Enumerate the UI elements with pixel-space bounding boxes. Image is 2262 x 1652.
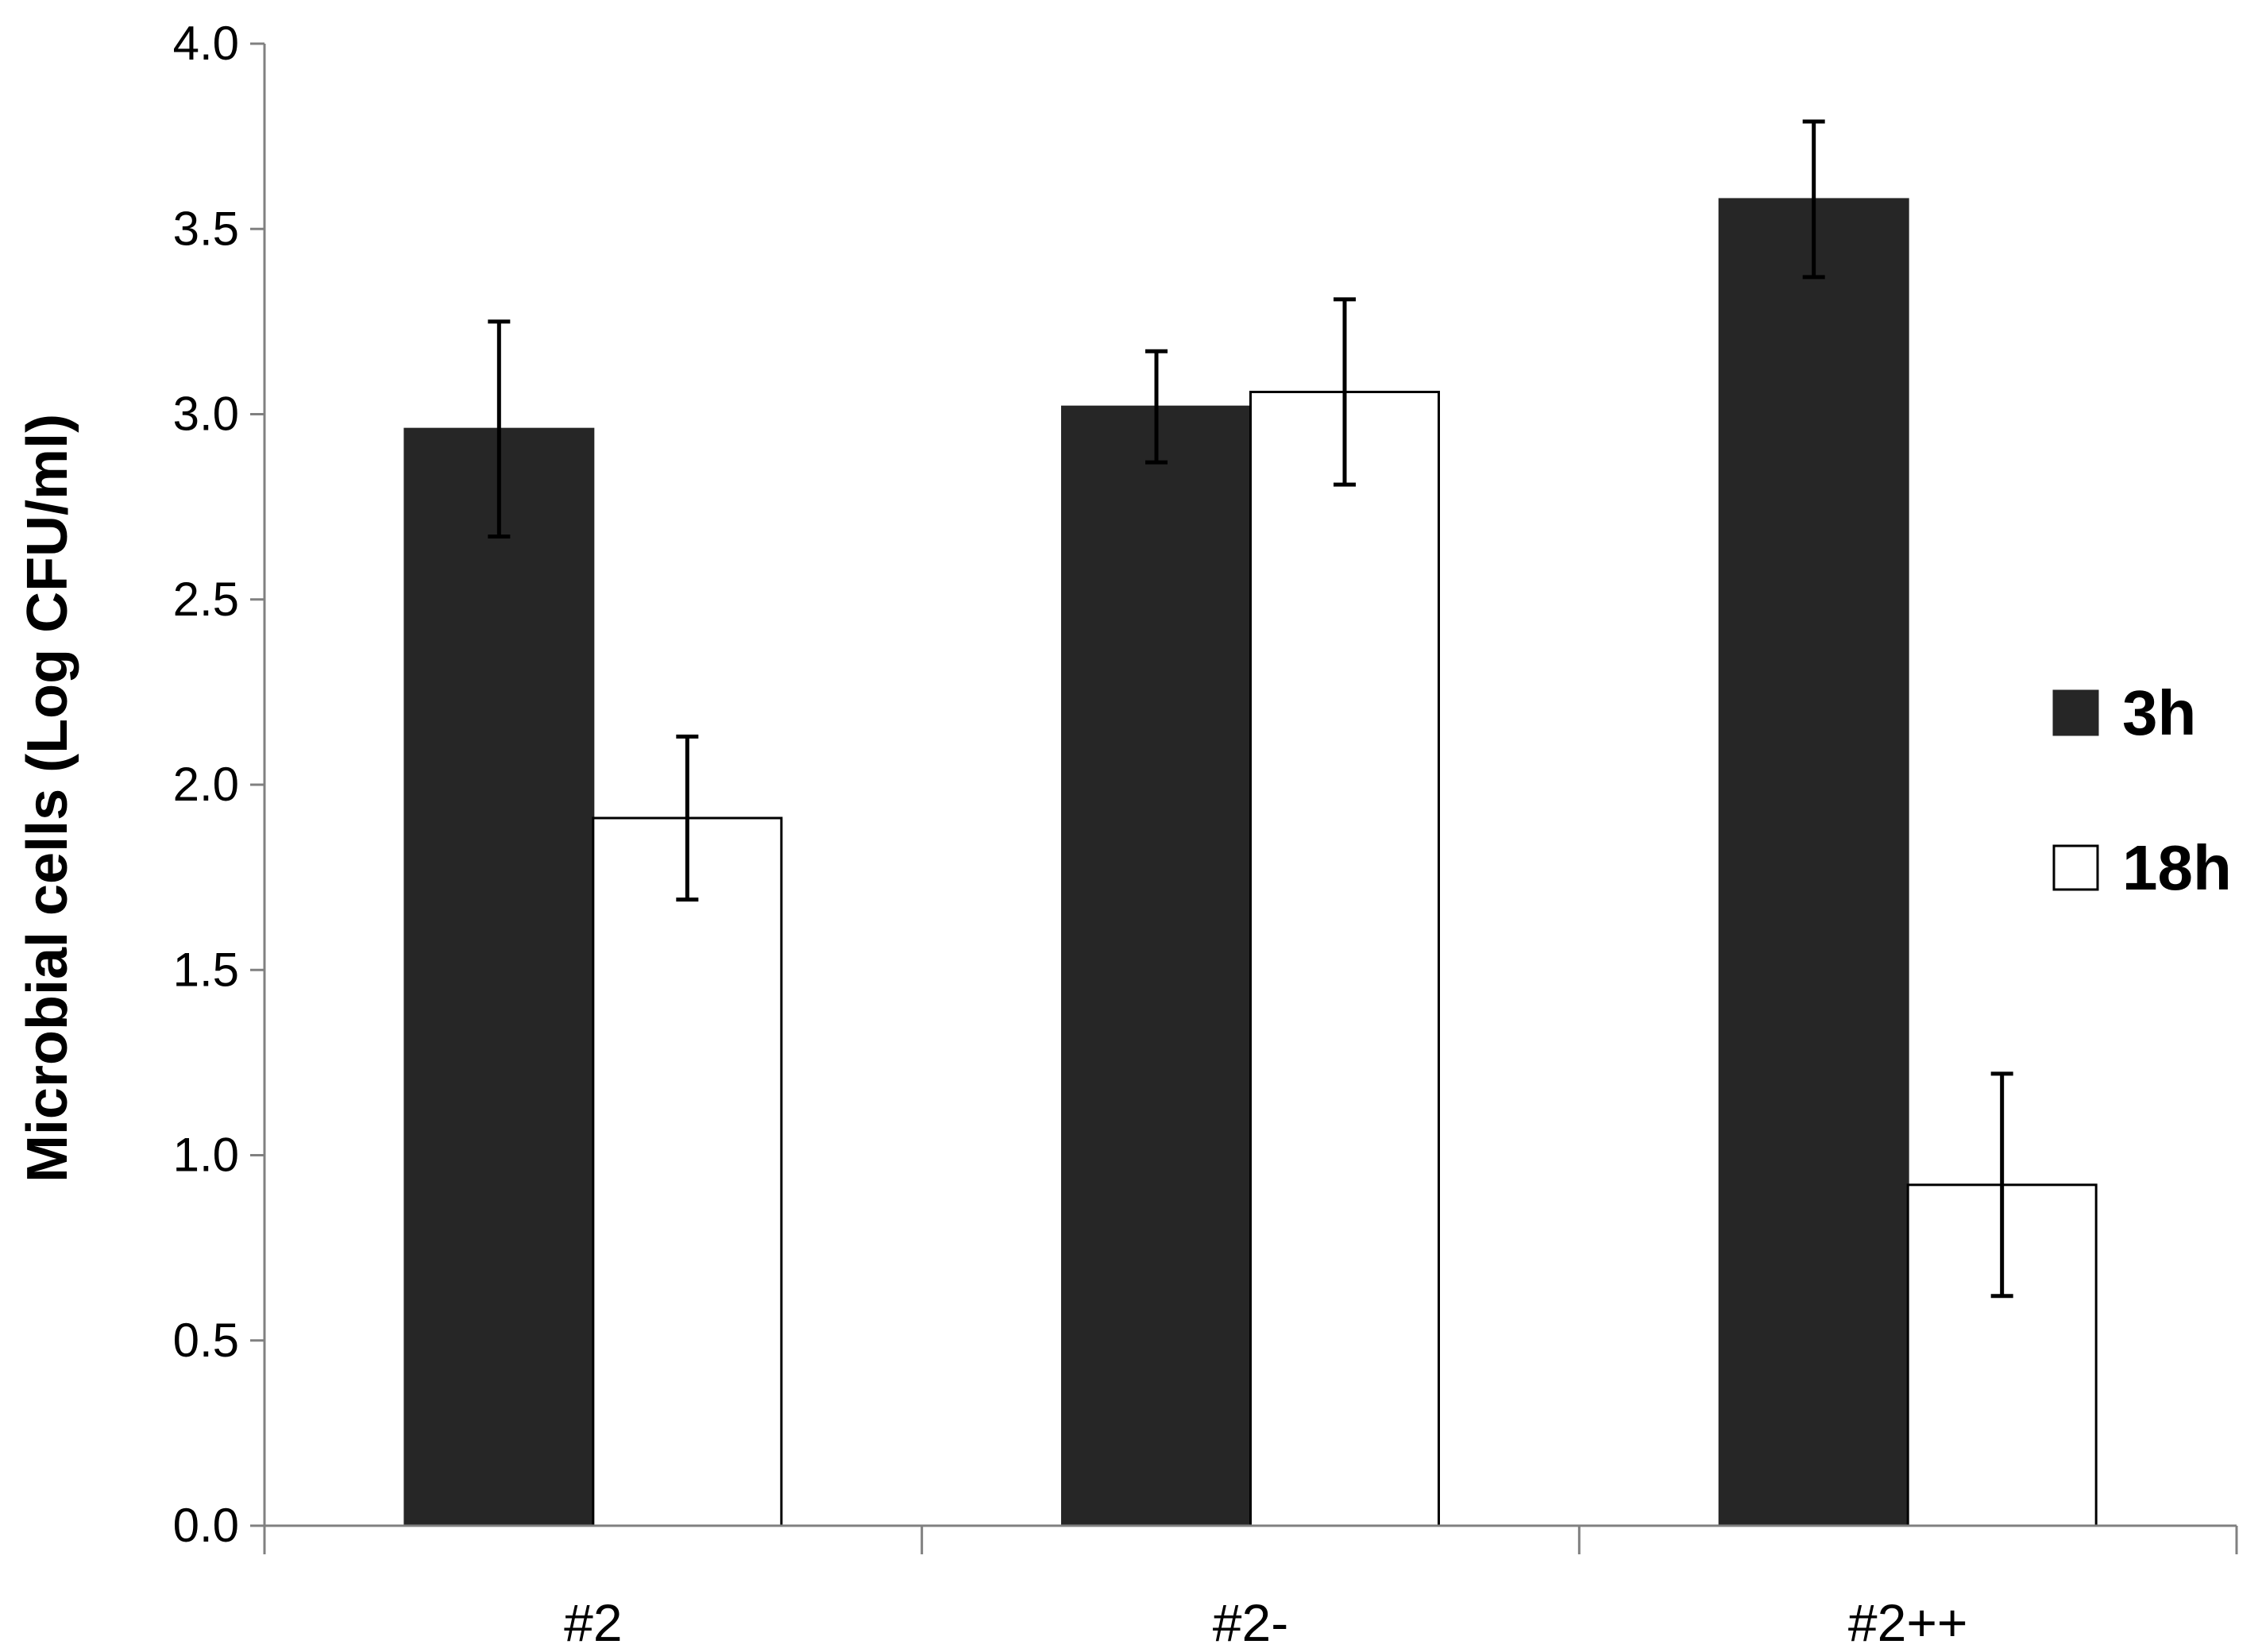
legend-label-3h: 3h <box>2122 677 2196 748</box>
x-ticks-layer: #2 #2- #2++ <box>263 1526 2238 1652</box>
y-tick-label-4: 2.0 <box>173 758 239 811</box>
bar-18h-#2 <box>592 816 783 1527</box>
y-tick-label-3: 1.5 <box>173 943 239 996</box>
y-ticks-layer: 0.0 0.5 1.0 1.5 2.0 2.5 3.0 3.5 4.0 <box>173 17 264 1552</box>
legend-swatch-18h <box>2052 844 2099 891</box>
bars-layer <box>403 198 2098 1527</box>
y-tick-label-0: 0.0 <box>173 1499 239 1552</box>
y-tick-label-7: 3.5 <box>173 202 239 255</box>
legend-label-18h: 18h <box>2122 832 2232 903</box>
legend-swatch-3h <box>2052 689 2099 736</box>
bar-3h-#2- <box>1061 405 1252 1527</box>
y-tick-label-6: 3.0 <box>173 388 239 441</box>
bar-18h-#2- <box>1249 391 1440 1527</box>
y-tick-label-5: 2.5 <box>173 573 239 626</box>
legend: 3h 18h <box>2052 677 2232 903</box>
bar-3h-#2++ <box>1718 198 1909 1527</box>
y-tick-label-2: 1.0 <box>173 1129 239 1182</box>
x-category-label-0: #2 <box>564 1593 622 1652</box>
y-tick-label-8: 4.0 <box>173 17 239 70</box>
y-axis-title: Microbial cells (Log CFU/ml) <box>16 414 79 1183</box>
bar-3h-#2 <box>403 427 595 1527</box>
x-category-label-1: #2- <box>1213 1593 1288 1652</box>
y-tick-label-1: 0.5 <box>173 1314 239 1367</box>
error-bars-layer <box>488 119 2013 1299</box>
x-category-label-2: #2++ <box>1848 1593 1968 1652</box>
